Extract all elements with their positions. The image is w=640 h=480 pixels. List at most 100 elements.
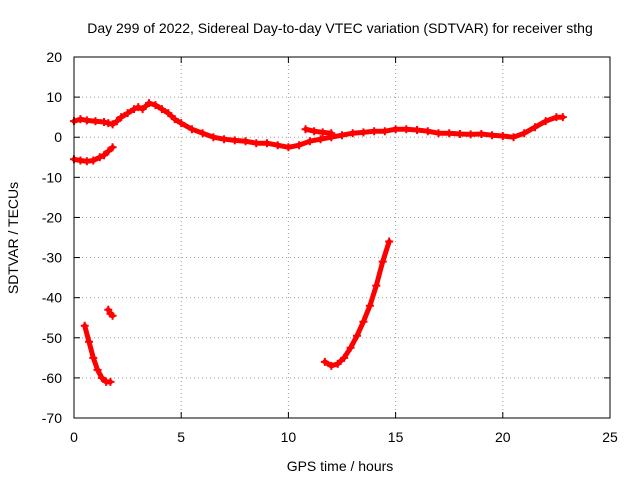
data-point [164,109,173,118]
data-point [301,125,310,134]
data-point [359,128,368,137]
data-point [391,125,400,134]
data-point [106,377,115,386]
data-point [123,109,132,118]
data-point [177,119,186,128]
data-point [365,301,374,310]
y-axis-title: SDTVAR / TECUs [5,182,21,294]
series-trace [322,239,392,369]
x-tick-label: 25 [602,429,618,445]
data-point [82,116,91,125]
data-point [89,156,98,165]
series-rising-arc [320,237,394,370]
data-point [284,143,293,152]
data-point [108,120,117,129]
data-point [108,311,117,320]
data-point [252,139,261,148]
series-small-fragment [104,305,117,320]
data-point [262,139,271,148]
data-point [455,130,464,139]
y-tick-label: -20 [42,209,62,225]
data-point [80,321,89,330]
data-point [91,117,100,126]
data-point [104,305,113,314]
y-tick-label: -50 [42,330,62,346]
data-point [340,353,349,362]
data-point [187,125,196,134]
data-point [370,127,379,136]
data-point [198,129,207,138]
data-point [327,129,336,138]
chart-title: Day 299 of 2022, Sidereal Day-to-day VTE… [87,20,593,36]
data-point [138,105,147,114]
data-point [104,119,113,128]
data-point [100,117,109,126]
data-point [359,317,368,326]
series-short-arc-low [70,143,117,166]
data-point [488,131,497,140]
series-trace [71,100,566,150]
data-point [104,147,113,156]
data-point [413,126,422,135]
data-point [295,141,304,150]
data-point [97,373,106,382]
x-tick-label: 20 [495,429,511,445]
y-tick-label: -60 [42,370,62,386]
data-point [100,151,109,160]
data-point [310,127,319,136]
x-tick-label: 10 [281,429,297,445]
data-point [558,113,567,122]
series-main-trace [70,99,567,152]
x-tick-label: 15 [388,429,404,445]
y-tick-label: -10 [42,169,62,185]
data-point [346,343,355,352]
x-tick-label: 5 [177,429,185,445]
data-point [85,337,94,346]
y-tick-label: 10 [46,89,62,105]
data-point [170,115,179,124]
data-point [157,105,166,114]
data-point [380,127,389,136]
data-point [477,130,486,139]
data-point [241,137,250,146]
data-point [402,125,411,134]
data-point [93,365,102,374]
y-tick-label: -40 [42,290,62,306]
data-point [541,117,550,126]
data-point [385,237,394,246]
data-point [89,353,98,362]
data-point [372,281,381,290]
data-point [230,136,239,145]
data-point [353,331,362,340]
data-point [498,132,507,141]
data-point [318,128,327,137]
data-point [423,127,432,136]
data-point [112,117,121,126]
data-point [134,103,143,112]
data-point [327,361,336,370]
data-point [320,357,329,366]
data-point [209,133,218,142]
data-point [145,99,154,108]
series-mid-fragment [301,125,336,138]
data-point [316,135,325,144]
data-point [333,359,342,368]
data-point [108,143,117,152]
data-point [378,257,387,266]
data-point [76,115,85,124]
y-tick-label: -70 [42,410,62,426]
data-point [348,129,357,138]
x-tick-label: 0 [70,429,78,445]
y-tick-label: -30 [42,250,62,266]
y-tick-label: 20 [46,49,62,65]
data-point [117,113,126,122]
axis-ticks: 0 5 10 15 20 25 -70 -60 -50 -40 -30 -20 -10 0 10 20 [42,49,618,445]
x-axis-title: GPS time / hours [287,458,394,474]
data-point [95,153,104,162]
data-point [338,131,346,140]
data-point [273,141,282,150]
data-point [305,137,314,146]
data-point [509,133,518,142]
data-points [70,99,567,386]
